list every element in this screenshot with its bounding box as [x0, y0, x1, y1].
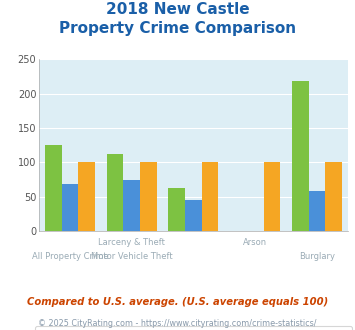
Bar — [185, 200, 202, 231]
Text: Larceny & Theft: Larceny & Theft — [98, 238, 165, 247]
Bar — [202, 162, 218, 231]
Bar — [292, 82, 309, 231]
Bar — [325, 162, 342, 231]
Text: © 2025 CityRating.com - https://www.cityrating.com/crime-statistics/: © 2025 CityRating.com - https://www.city… — [38, 319, 317, 328]
Bar — [309, 191, 325, 231]
Bar — [140, 162, 157, 231]
Text: Compared to U.S. average. (U.S. average equals 100): Compared to U.S. average. (U.S. average … — [27, 297, 328, 307]
Bar — [263, 162, 280, 231]
Text: Burglary: Burglary — [299, 252, 335, 261]
Text: All Property Crime: All Property Crime — [32, 252, 108, 261]
Bar — [78, 162, 95, 231]
Bar — [45, 145, 62, 231]
Bar — [124, 180, 140, 231]
Bar — [107, 154, 124, 231]
Text: Property Crime Comparison: Property Crime Comparison — [59, 21, 296, 36]
Text: 2018 New Castle: 2018 New Castle — [106, 2, 249, 16]
Bar — [62, 184, 78, 231]
Legend: New Castle, Pennsylvania, National: New Castle, Pennsylvania, National — [35, 326, 352, 330]
Text: Motor Vehicle Theft: Motor Vehicle Theft — [91, 252, 173, 261]
Text: Arson: Arson — [243, 238, 267, 247]
Bar — [169, 188, 185, 231]
